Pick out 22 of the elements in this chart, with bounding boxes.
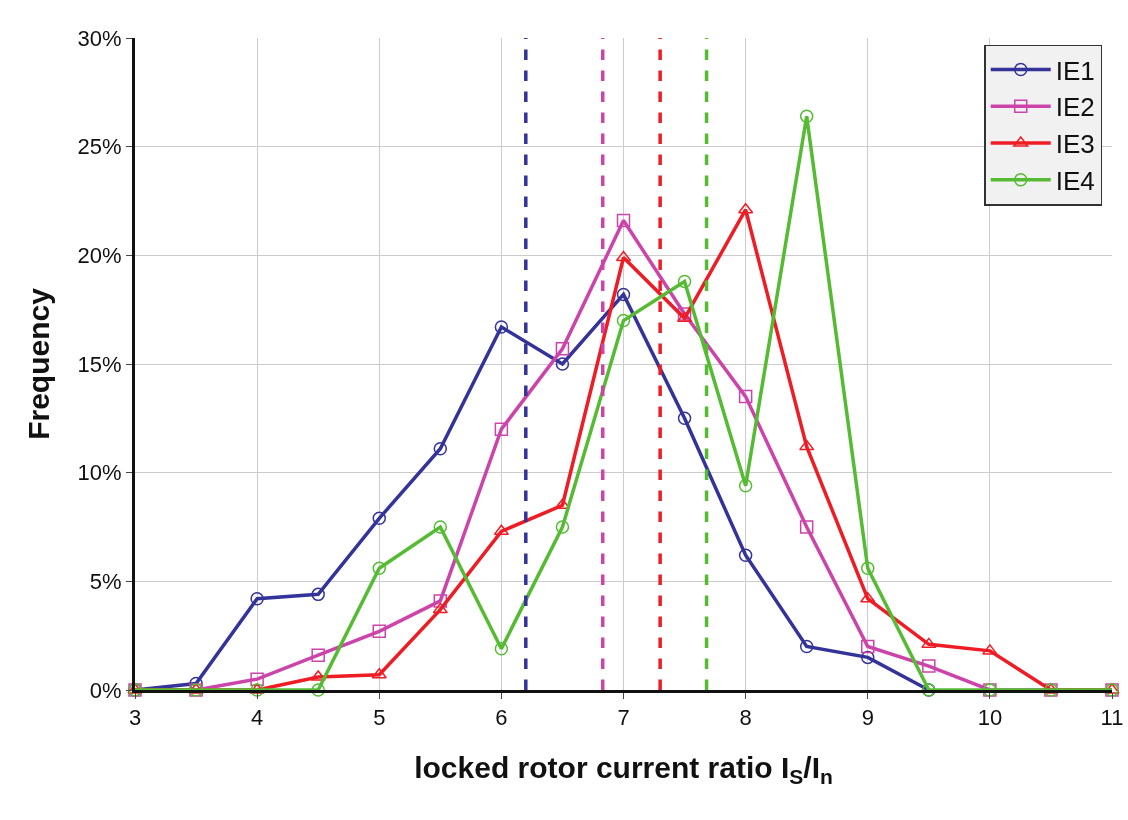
x-axis-title: locked rotor current ratio I$_{S}$/I$_{n}$ xyxy=(414,750,833,789)
legend-label: IE3 xyxy=(1055,129,1095,160)
x-tick-label: 7 xyxy=(617,705,630,731)
y-tick-label: 30% xyxy=(77,25,122,51)
legend-label: IE1 xyxy=(1055,55,1095,86)
y-tick-label: 0% xyxy=(89,677,122,703)
x-tick-label: 8 xyxy=(739,705,752,731)
y-tick-label: 5% xyxy=(89,569,122,595)
x-tick-label: 11 xyxy=(1100,705,1124,731)
x-tick-label: 5 xyxy=(373,705,386,731)
y-tick-label: 10% xyxy=(77,460,122,486)
x-tick-label: 9 xyxy=(861,705,874,731)
legend-label: IE2 xyxy=(1055,92,1095,123)
y-tick-label: 20% xyxy=(77,243,122,269)
x-tick-label: 4 xyxy=(251,705,264,731)
legend-label: IE4 xyxy=(1055,165,1095,196)
x-tick-label: 10 xyxy=(977,705,1003,731)
x-tick-label: 3 xyxy=(128,705,142,731)
y-axis-title: Frequency xyxy=(21,287,55,440)
x-tick-label: 6 xyxy=(495,705,508,731)
y-tick-label: 25% xyxy=(77,134,122,160)
y-tick-label: 15% xyxy=(77,351,122,377)
